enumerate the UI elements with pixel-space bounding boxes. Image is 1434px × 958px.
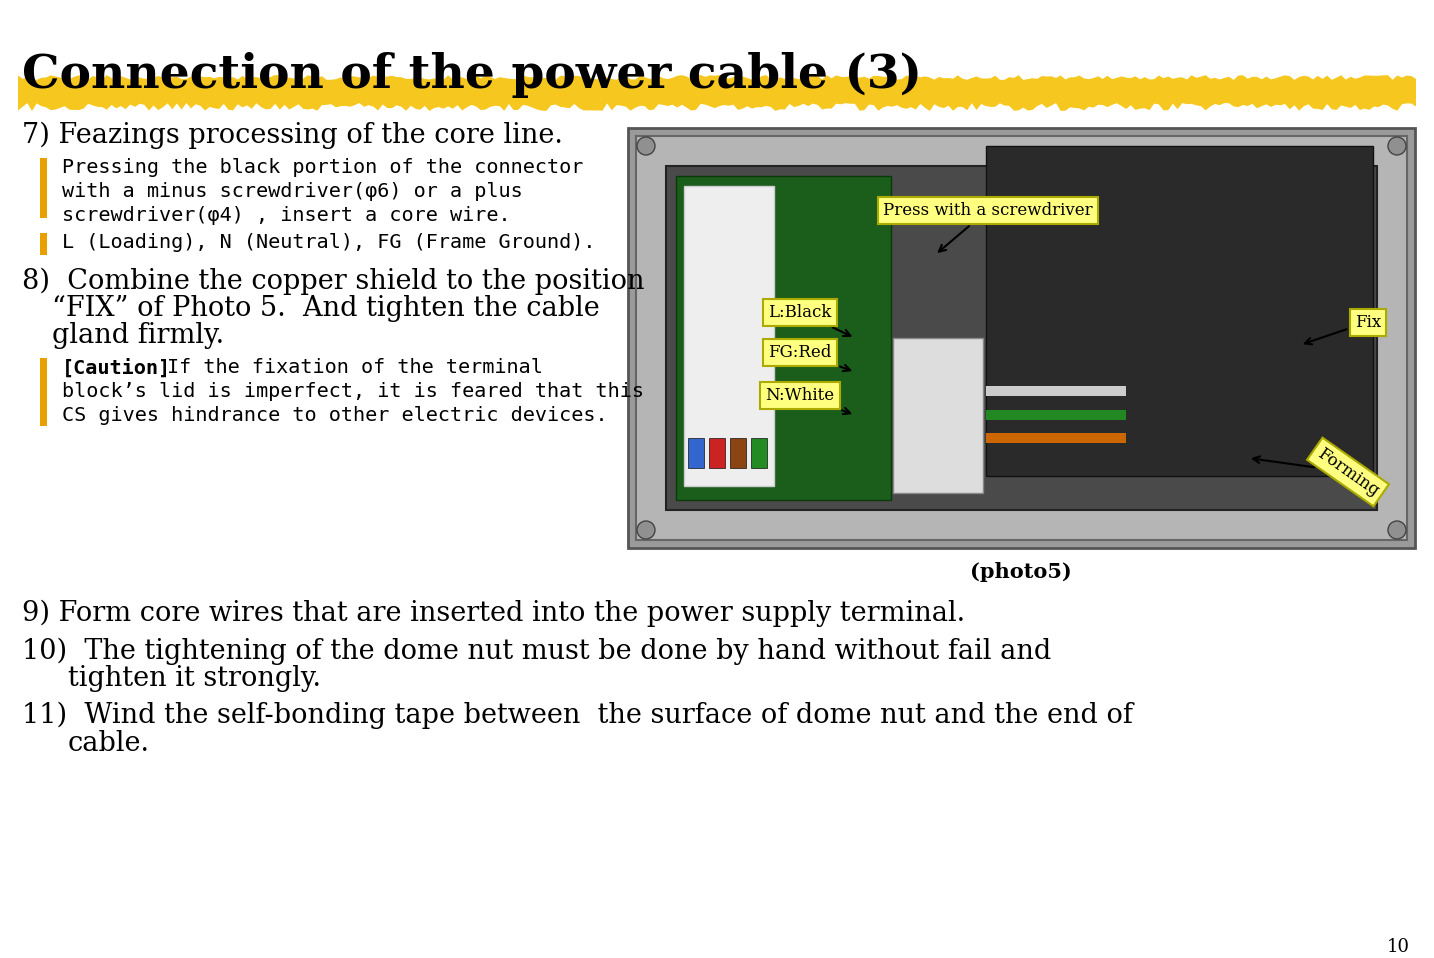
- Text: Connection of the power cable (3): Connection of the power cable (3): [22, 52, 922, 98]
- Text: 8)  Combine the copper shield to the position: 8) Combine the copper shield to the posi…: [22, 268, 644, 295]
- Bar: [708, 438, 726, 468]
- Text: 10)  The tightening of the dome nut must be done by hand without fail and: 10) The tightening of the dome nut must …: [22, 638, 1051, 666]
- Text: Pressing the black portion of the connector: Pressing the black portion of the connec…: [62, 158, 584, 177]
- Text: tighten it strongly.: tighten it strongly.: [67, 665, 321, 692]
- Bar: [987, 386, 1126, 396]
- Bar: [987, 410, 1126, 420]
- Text: cable.: cable.: [67, 730, 151, 757]
- Circle shape: [637, 137, 655, 155]
- Text: 9) Form core wires that are inserted into the power supply terminal.: 9) Form core wires that are inserted int…: [22, 600, 965, 627]
- Bar: [40, 233, 47, 255]
- Text: CS gives hindrance to other electric devices.: CS gives hindrance to other electric dev…: [62, 406, 608, 425]
- Bar: [675, 176, 891, 500]
- Text: gland firmly.: gland firmly.: [52, 322, 224, 349]
- Bar: [987, 146, 1372, 476]
- Bar: [637, 136, 1407, 540]
- Bar: [665, 166, 1377, 510]
- Text: 7) Feazings processing of the core line.: 7) Feazings processing of the core line.: [22, 122, 564, 149]
- Text: Fix: Fix: [1305, 313, 1381, 344]
- Text: with a minus screwdriver(φ6) or a plus: with a minus screwdriver(φ6) or a plus: [62, 182, 523, 201]
- Text: Forming: Forming: [1253, 445, 1382, 499]
- Bar: [987, 433, 1126, 443]
- Text: L:Black: L:Black: [769, 304, 850, 336]
- Bar: [40, 158, 47, 218]
- Text: N:White: N:White: [766, 386, 850, 414]
- Polygon shape: [19, 75, 1415, 111]
- Text: FG:Red: FG:Red: [769, 344, 850, 371]
- Text: 11)  Wind the self-bonding tape between  the surface of dome nut and the end of: 11) Wind the self-bonding tape between t…: [22, 702, 1133, 729]
- Bar: [751, 438, 767, 468]
- Text: (photo5): (photo5): [971, 562, 1071, 582]
- Bar: [40, 358, 47, 426]
- Bar: [684, 186, 774, 486]
- Bar: [628, 128, 1415, 548]
- Text: If the fixation of the terminal: If the fixation of the terminal: [166, 358, 543, 377]
- Text: “FIX” of Photo 5.  And tighten the cable: “FIX” of Photo 5. And tighten the cable: [52, 295, 599, 322]
- Bar: [730, 438, 746, 468]
- Circle shape: [637, 521, 655, 539]
- Text: [Caution]: [Caution]: [62, 358, 171, 377]
- Text: Press with a screwdriver: Press with a screwdriver: [883, 201, 1093, 252]
- Text: screwdriver(φ4) , insert a core wire.: screwdriver(φ4) , insert a core wire.: [62, 206, 511, 225]
- Circle shape: [1388, 521, 1405, 539]
- Bar: [893, 338, 982, 493]
- Bar: [688, 438, 704, 468]
- Text: L (Loading), N (Neutral), FG (Frame Ground).: L (Loading), N (Neutral), FG (Frame Grou…: [62, 233, 595, 252]
- Circle shape: [1388, 137, 1405, 155]
- Text: block’s lid is imperfect, it is feared that this: block’s lid is imperfect, it is feared t…: [62, 382, 644, 401]
- Text: 10: 10: [1387, 938, 1410, 956]
